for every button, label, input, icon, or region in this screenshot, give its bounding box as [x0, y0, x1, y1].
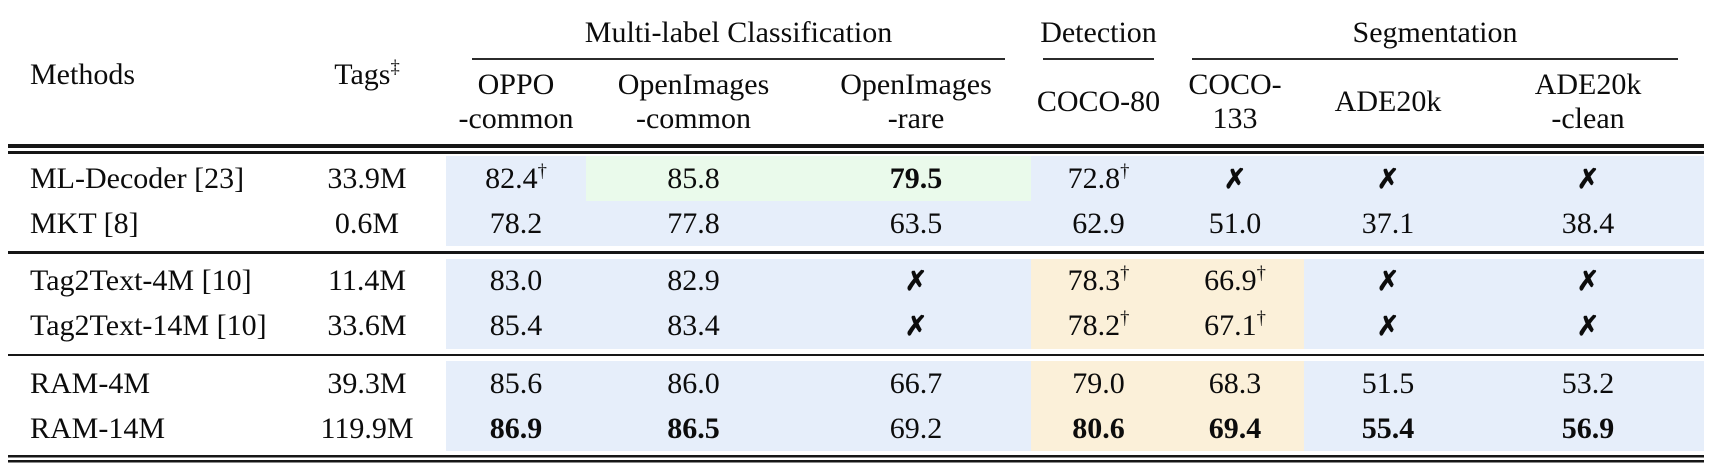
metric-cell: 80.6: [1031, 406, 1166, 451]
table-row-ram-4m: RAM-4M 39.3M 85.6 86.0 66.7 79.0 68.3 51…: [8, 361, 1705, 406]
top-rule: [8, 144, 1705, 148]
table-header: Methods Tags‡ Multi-label Classification…: [8, 6, 1704, 144]
metric-cell: 86.0: [586, 361, 801, 406]
metric-cell: 85.8: [586, 156, 801, 201]
method-cell: RAM-4M: [30, 366, 151, 400]
tags-cell: 39.3M: [327, 366, 407, 400]
col-header-coco-80: COCO-80: [1036, 85, 1161, 118]
metric-cell: 85.4: [446, 303, 586, 349]
double-dagger-mark: ‡: [390, 57, 400, 78]
col-header-openimages-rare: OpenImages -rare: [840, 68, 992, 135]
metric-cell: 51.0: [1166, 201, 1304, 246]
top-rule-row: [8, 144, 1705, 148]
col-header-ade20k-clean: ADE20k -clean: [1534, 68, 1642, 135]
metric-cell: 67.1†: [1166, 303, 1304, 349]
unsupported-cell: ✗: [801, 258, 1031, 304]
metric-cell: 78.2†: [1031, 303, 1166, 349]
metric-cell: 37.1: [1304, 201, 1472, 246]
dagger-mark: †: [1256, 263, 1266, 284]
col-header-ade20k: ADE20k: [1334, 85, 1442, 118]
unsupported-cell: ✗: [1472, 303, 1705, 349]
group-header-row: Methods Tags‡ Multi-label Classification…: [8, 6, 1704, 91]
col-header-coco-133: COCO-133: [1188, 68, 1282, 135]
group-header-multilabel-classification: Multi-label Classification: [446, 6, 1031, 60]
table-row-ml-decoder: ML-Decoder [23] 33.9M 82.4† 85.8 79.5 72…: [8, 156, 1705, 201]
table-row-mkt: MKT [8] 0.6M 78.2 77.8 63.5 62.9 51.0 37…: [8, 201, 1705, 246]
dagger-mark: †: [1120, 160, 1130, 182]
tags-cell: 11.4M: [327, 264, 407, 297]
dagger-mark: †: [1120, 263, 1130, 284]
metric-cell: 79.0: [1031, 361, 1166, 406]
metric-cell: 68.3: [1166, 361, 1304, 406]
metric-cell: 78.3†: [1031, 258, 1166, 304]
col-header-oppo-common: OPPO -common: [458, 68, 574, 135]
method-cell: Tag2Text-14M [10]: [30, 309, 267, 342]
col-header-tags: Tags‡: [288, 6, 446, 144]
mid-rule: [8, 353, 1705, 356]
unsupported-cell: ✗: [801, 303, 1031, 349]
mid-rule-row: [8, 349, 1705, 362]
metric-cell: 66.7: [801, 361, 1031, 406]
dagger-mark: †: [1256, 308, 1266, 329]
group-header-segmentation: Segmentation: [1166, 6, 1704, 60]
method-cell: RAM-14M: [30, 411, 166, 445]
method-cell: Tag2Text-4M [10]: [30, 264, 252, 297]
metric-cell: 79.5: [801, 156, 1031, 201]
mid-rule: [8, 251, 1705, 254]
tags-cell: 33.9M: [327, 161, 407, 195]
metric-cell: 86.9: [446, 406, 586, 451]
unsupported-cell: ✗: [1304, 258, 1472, 304]
tags-cell: 33.6M: [327, 309, 407, 342]
unsupported-cell: ✗: [1166, 156, 1304, 201]
group-underline: [1192, 58, 1679, 60]
dataset-header-row: OPPO -common OpenImages -common OpenImages…: [8, 60, 1704, 144]
unsupported-cell: ✗: [1304, 156, 1472, 201]
method-cell: ML-Decoder [23]: [30, 161, 245, 195]
metric-cell: 69.4: [1166, 406, 1304, 451]
metric-cell: 66.9†: [1166, 258, 1304, 304]
bottom-rule: [8, 455, 1705, 463]
header-rule: [8, 151, 1705, 154]
metric-cell: 85.6: [446, 361, 586, 406]
metric-cell: 69.2: [801, 406, 1031, 451]
metric-cell: 83.4: [586, 303, 801, 349]
group-underline: [1043, 58, 1154, 60]
unsupported-cell: ✗: [1472, 156, 1705, 201]
method-cell: MKT [8]: [30, 206, 139, 240]
header-rule-row: [8, 148, 1705, 156]
dagger-mark: †: [537, 160, 547, 182]
group-header-detection: Detection: [1031, 6, 1166, 60]
dagger-mark: †: [1120, 308, 1130, 329]
metric-cell: 86.5: [586, 406, 801, 451]
mid-rule-row: [8, 246, 1705, 259]
metric-cell: 53.2: [1472, 361, 1705, 406]
tags-cell: 0.6M: [334, 206, 400, 240]
metric-cell: 56.9: [1472, 406, 1705, 451]
metric-cell: 62.9: [1031, 201, 1166, 246]
table-row-tag2text-14m: Tag2Text-14M [10] 33.6M 85.4 83.4 ✗ 78.2…: [8, 303, 1705, 349]
bottom-rule-row: [8, 451, 1705, 463]
tags-cell: 119.9M: [320, 411, 414, 445]
table-row-tag2text-4m: Tag2Text-4M [10] 11.4M 83.0 82.9 ✗ 78.3†…: [8, 258, 1705, 304]
metric-cell: 38.4: [1472, 201, 1705, 246]
metric-cell: 78.2: [446, 201, 586, 246]
col-header-methods: Methods: [30, 58, 135, 91]
metric-cell: 82.4†: [446, 156, 586, 201]
unsupported-cell: ✗: [1304, 303, 1472, 349]
unsupported-cell: ✗: [1472, 258, 1705, 304]
benchmark-table: Methods Tags‡ Multi-label Classification…: [8, 6, 1705, 463]
metric-cell: 77.8: [586, 201, 801, 246]
tags-label: Tags: [334, 58, 391, 91]
table-row-ram-14m: RAM-14M 119.9M 86.9 86.5 69.2 80.6 69.4 …: [8, 406, 1705, 451]
metric-cell: 51.5: [1304, 361, 1472, 406]
metric-cell: 83.0: [446, 258, 586, 304]
metric-cell: 82.9: [586, 258, 801, 304]
metric-cell: 63.5: [801, 201, 1031, 246]
col-header-openimages-common: OpenImages -common: [617, 68, 770, 135]
group-underline: [472, 58, 1005, 60]
metric-cell: 72.8†: [1031, 156, 1166, 201]
metric-cell: 55.4: [1304, 406, 1472, 451]
